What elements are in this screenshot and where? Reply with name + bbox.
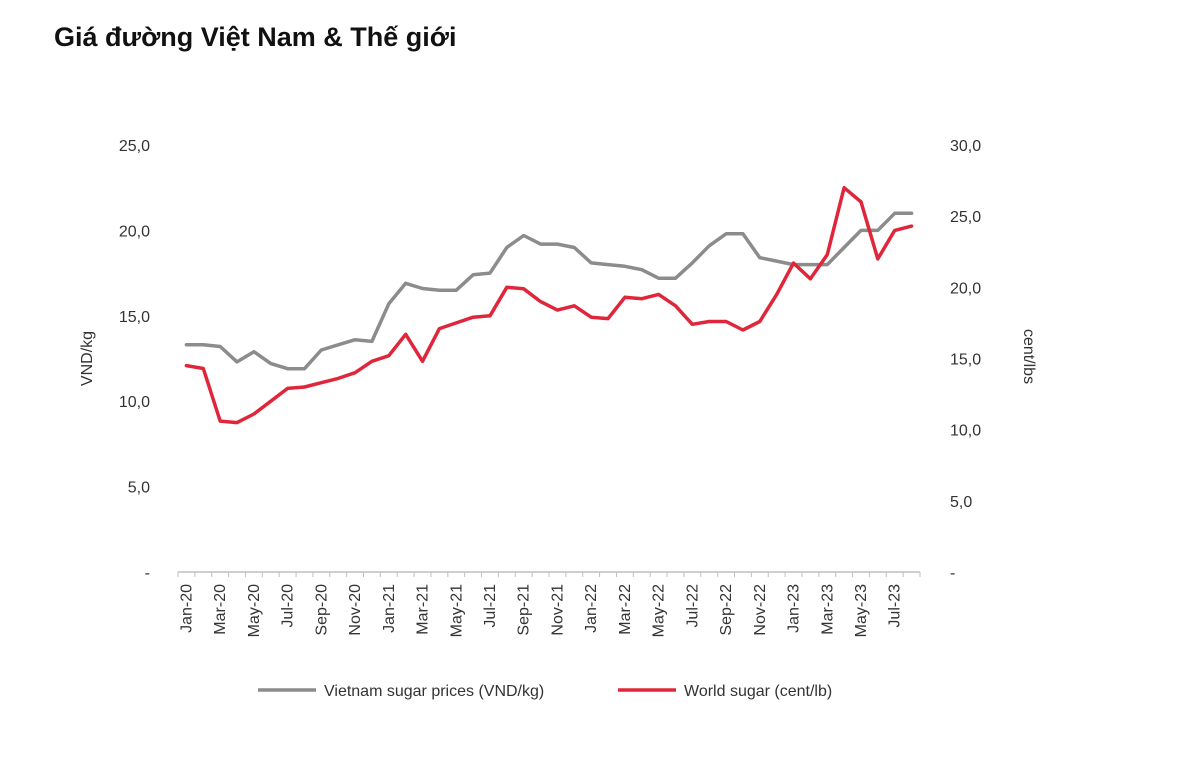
x-tick-label: Nov-21 — [549, 584, 566, 636]
x-tick-label: Jul-23 — [887, 584, 904, 628]
x-tick-label: Sep-21 — [516, 584, 533, 636]
y-left-tick-label: 5,0 — [128, 480, 150, 497]
x-tick-label: May-22 — [651, 584, 668, 637]
x-tick-label: Mar-22 — [617, 584, 634, 635]
y-right-tick-label: 5,0 — [950, 494, 972, 511]
y-right-tick-label: 20,0 — [950, 280, 981, 297]
x-tick-label: Jul-22 — [684, 584, 701, 628]
y-left-tick-label: 25,0 — [119, 138, 150, 155]
y-right-axis-title: cent/lbs — [1020, 329, 1037, 384]
x-tick-label: Jan-21 — [381, 584, 398, 633]
y-right-tick-label: - — [950, 565, 955, 582]
x-tick-label: May-21 — [448, 584, 465, 637]
x-tick-label: Sep-20 — [313, 584, 330, 636]
chart-series — [184, 185, 914, 425]
vietnam-sugar-price-line — [184, 211, 914, 371]
x-tick-label: Sep-22 — [718, 584, 735, 636]
y-left-tick-label: 10,0 — [119, 394, 150, 411]
y-right-tick-label: 10,0 — [950, 423, 981, 440]
x-tick-label: Mar-21 — [415, 584, 432, 635]
x-tick-label: Mar-23 — [819, 584, 836, 635]
x-tick-label: Nov-22 — [752, 584, 769, 636]
y-right-tick-label: 15,0 — [950, 352, 981, 369]
chart-legend: Vietnam sugar prices (VND/kg) World sugar… — [258, 683, 832, 700]
x-tick-label: Mar-20 — [212, 584, 229, 635]
chart-axes: Jan-20 Mar-20 May-20 Jul-20 Sep-20 Nov-20 Jan-… — [79, 138, 1037, 637]
world-sugar-price-line — [184, 185, 914, 425]
legend-label-world: World sugar (cent/lb) — [684, 683, 832, 700]
x-tick-label: Jul-21 — [482, 584, 499, 628]
y-left-tick-label: 20,0 — [119, 223, 150, 240]
y-right-tick-label: 25,0 — [950, 209, 981, 226]
y-left-tick-label: - — [145, 565, 150, 582]
x-tick-label: May-20 — [246, 584, 263, 637]
x-tick-label: May-23 — [853, 584, 870, 637]
x-tick-label: Jan-22 — [583, 584, 600, 633]
y-left-axis-title: VND/kg — [79, 331, 96, 386]
legend-label-vietnam: Vietnam sugar prices (VND/kg) — [324, 683, 544, 700]
x-tick-label: Jul-20 — [280, 584, 297, 628]
x-tick-label: Jan-20 — [178, 584, 195, 633]
page-title: Giá đường Việt Nam & Thế giới — [54, 22, 457, 52]
x-tick-label: Jan-23 — [786, 584, 803, 633]
y-left-tick-label: 15,0 — [119, 309, 150, 326]
x-tick-label: Nov-20 — [347, 584, 364, 636]
y-right-tick-label: 30,0 — [950, 138, 981, 155]
